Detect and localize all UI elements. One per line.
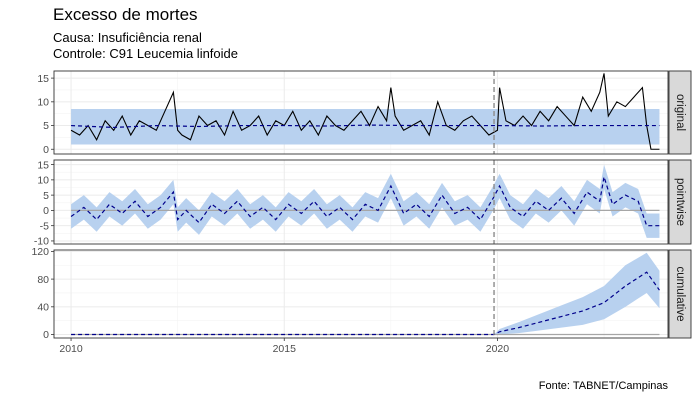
x-tick-label: 2010	[59, 343, 83, 355]
y-tick-label: 15	[37, 159, 49, 171]
y-tick-label: 5	[43, 120, 49, 132]
y-tick-label: 80	[37, 274, 49, 286]
y-tick-label: 15	[37, 73, 49, 85]
y-tick-label: -5	[40, 220, 49, 232]
panel-border	[53, 249, 669, 339]
y-tick-label: 10	[37, 97, 49, 109]
panel-pointwise: -10 -5 0 5 10 15 pointwise	[34, 159, 692, 248]
predicted-series-line	[71, 124, 660, 129]
observed-series-line	[70, 73, 660, 150]
chart-caption: Fonte: TABNET/Campinas	[539, 380, 669, 392]
x-tick-label: 2020	[486, 343, 510, 355]
y-tick-label: 5	[43, 190, 49, 202]
facet-strip-label: pointwise	[674, 178, 686, 226]
confidence-band	[71, 164, 660, 238]
confidence-band	[71, 108, 660, 145]
facet-strip	[668, 70, 692, 155]
panel-border	[53, 159, 669, 245]
chart-subtitle-control: Controle: C91 Leucemia linfoide	[53, 46, 238, 61]
y-tick-label: 40	[37, 302, 49, 314]
panel-original: 0 5 10 15 original	[37, 70, 692, 156]
y-tick-label: 120	[31, 246, 49, 258]
facet-strip	[668, 249, 692, 339]
x-tick-label: 2015	[273, 343, 297, 355]
y-tick-label: 0	[43, 205, 49, 217]
x-axis: 2010 2015 2020	[59, 338, 509, 355]
panel-cumulative: 0 40 80 120 cumulative	[31, 246, 692, 341]
chart-title: Excesso de mortes	[53, 5, 198, 24]
facet-strip-label: original	[674, 94, 686, 131]
panel-border	[53, 70, 669, 155]
y-tick-label: -10	[34, 236, 49, 248]
predicted-series-line	[70, 176, 660, 227]
chart-subtitle-cause: Causa: Insuficiência renal	[53, 30, 202, 45]
facet-strip	[668, 159, 692, 245]
y-tick-label: 0	[43, 144, 49, 156]
facet-strip-label: cumulative	[674, 267, 686, 322]
chart-panels: 0 5 10 15 original -10 -5 0 5 10 15 pointwise 0 40 80 1…	[31, 70, 692, 341]
y-tick-label: 10	[37, 175, 49, 187]
predicted-series-line	[71, 271, 660, 336]
y-tick-label: 0	[43, 329, 49, 341]
